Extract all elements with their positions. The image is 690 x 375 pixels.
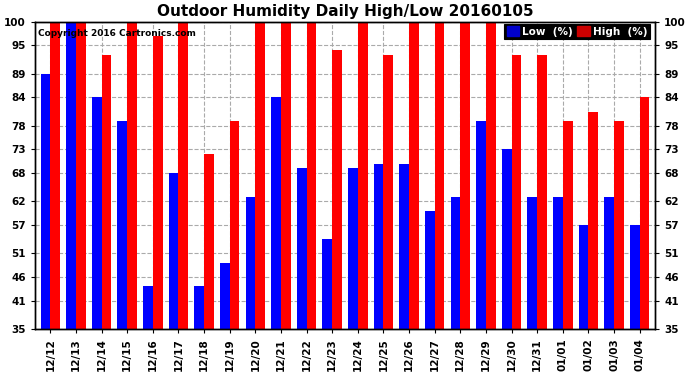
Bar xyxy=(195,286,204,329)
Bar xyxy=(255,22,265,329)
Bar xyxy=(204,154,214,329)
Bar xyxy=(604,196,614,329)
Bar xyxy=(76,22,86,329)
Bar xyxy=(538,55,547,329)
Bar xyxy=(143,286,152,329)
Bar xyxy=(476,121,486,329)
Bar xyxy=(92,98,101,329)
Bar xyxy=(230,121,239,329)
Bar xyxy=(589,111,598,329)
Bar xyxy=(117,121,127,329)
Bar xyxy=(220,263,230,329)
Bar xyxy=(435,22,444,329)
Bar xyxy=(460,22,470,329)
Bar xyxy=(553,196,563,329)
Bar xyxy=(127,22,137,329)
Bar xyxy=(297,168,306,329)
Bar xyxy=(640,98,649,329)
Bar xyxy=(306,22,316,329)
Bar xyxy=(425,211,435,329)
Bar xyxy=(332,50,342,329)
Bar xyxy=(400,164,409,329)
Bar xyxy=(66,22,76,329)
Bar xyxy=(563,121,573,329)
Bar xyxy=(579,225,589,329)
Bar xyxy=(374,164,384,329)
Bar xyxy=(246,196,255,329)
Bar xyxy=(348,168,358,329)
Text: Copyright 2016 Cartronics.com: Copyright 2016 Cartronics.com xyxy=(38,29,196,38)
Bar xyxy=(281,22,290,329)
Bar xyxy=(630,225,640,329)
Bar xyxy=(101,55,111,329)
Bar xyxy=(50,22,60,329)
Bar xyxy=(271,98,281,329)
Bar xyxy=(527,196,538,329)
Bar xyxy=(179,22,188,329)
Bar xyxy=(409,22,419,329)
Bar xyxy=(358,22,368,329)
Bar xyxy=(322,239,332,329)
Bar xyxy=(511,55,522,329)
Title: Outdoor Humidity Daily High/Low 20160105: Outdoor Humidity Daily High/Low 20160105 xyxy=(157,4,533,19)
Bar xyxy=(451,196,460,329)
Bar xyxy=(486,22,495,329)
Legend: Low  (%), High  (%): Low (%), High (%) xyxy=(504,24,650,39)
Bar xyxy=(168,173,179,329)
Bar xyxy=(41,74,50,329)
Bar xyxy=(384,55,393,329)
Bar xyxy=(502,149,511,329)
Bar xyxy=(614,121,624,329)
Bar xyxy=(152,36,163,329)
